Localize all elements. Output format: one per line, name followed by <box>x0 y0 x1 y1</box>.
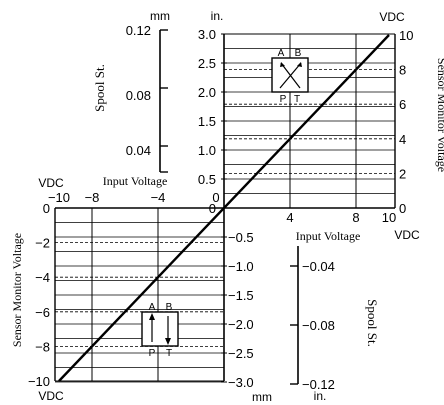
valve-upper-port-p: P <box>280 94 287 105</box>
in-tick-neg-0: −0.5 <box>228 230 254 245</box>
valve-upper-port-b: B <box>295 48 302 59</box>
in-tick-pos-1: 2.5 <box>198 56 216 71</box>
spool-tick-pos-1: 0.08 <box>126 88 151 103</box>
spool-stroke-label-lower: Spool St. <box>365 299 380 347</box>
y-axis-label-left: Sensor Monitor Voltage <box>10 233 24 347</box>
valve-lower-port-b: B <box>166 302 173 313</box>
valve-lower-port-t: T <box>166 348 172 359</box>
unit-in-top: in. <box>211 9 224 23</box>
in-tick-pos-6: 0 <box>209 201 216 216</box>
in-tick-pos-4: 1.0 <box>198 143 216 158</box>
valve-lower-port-p: P <box>149 348 156 359</box>
spool-tick-pos-0: 0.12 <box>126 23 151 38</box>
spool-tick-pos-2: 0.04 <box>126 143 151 158</box>
unit-vdc-top-right: VDC <box>379 10 405 24</box>
valve-upper-port-t: T <box>294 94 300 105</box>
x-tick-pos-0: 4 <box>286 210 293 225</box>
y-tick-right-5: 0 <box>399 201 406 216</box>
y-tick-left-5: −10 <box>28 374 50 389</box>
unit-mm-top: mm <box>150 9 170 23</box>
in-tick-neg-4: −2.5 <box>228 346 254 361</box>
unit-vdc-left-top: VDC <box>38 176 64 190</box>
y-tick-left-2: −4 <box>35 270 50 285</box>
unit-mm-bottom: mm <box>252 390 272 404</box>
characteristic-line <box>58 34 390 382</box>
x-axis-label-upper: Input Voltage <box>103 174 168 188</box>
spool-tick-neg-0: −0.04 <box>302 259 335 274</box>
spool-tick-neg-1: −0.08 <box>302 318 335 333</box>
y-tick-left-3: −6 <box>35 305 50 320</box>
y-tick-left-1: −2 <box>35 236 50 251</box>
in-tick-pos-5: 0.5 <box>198 172 216 187</box>
y-axis-label-right: Sensor Monitor Voltage <box>435 58 444 172</box>
in-tick-pos-2: 2.0 <box>198 85 216 100</box>
x-tick-neg-1: −8 <box>85 190 100 205</box>
in-tick-pos-3: 1.5 <box>198 114 216 129</box>
in-tick-pos-0: 3.0 <box>198 27 216 42</box>
x-tick-pos-1: 8 <box>352 210 359 225</box>
x-tick-neg-0: −10 <box>48 190 70 205</box>
spool-tick-neg-2: −0.12 <box>302 377 335 392</box>
y-tick-left-4: −8 <box>35 339 50 354</box>
y-tick-left-0: 0 <box>43 201 50 216</box>
x-tick-pos-2: 10 <box>382 210 396 225</box>
unit-in-bottom: in. <box>314 389 327 403</box>
y-tick-right-4: 2 <box>399 166 406 181</box>
in-tick-neg-5: −3.0 <box>228 375 254 390</box>
y-tick-right-2: 6 <box>399 97 406 112</box>
x-tick-neg-2: −4 <box>151 190 166 205</box>
in-tick-neg-3: −2.0 <box>228 317 254 332</box>
valve-symbol-upper: A B P T <box>271 48 309 105</box>
valve-upper-port-a: A <box>278 48 285 59</box>
unit-vdc-bottom-left: VDC <box>38 389 64 403</box>
valve-lower-port-a: A <box>149 302 156 313</box>
in-tick-neg-1: −1.0 <box>228 259 254 274</box>
spool-stroke-label-upper: Spool St. <box>92 64 107 112</box>
x-tick-neg-3: 0 <box>212 190 219 205</box>
x-axis-label-lower: Input Voltage <box>296 229 361 243</box>
unit-vdc-right-bottom: VDC <box>394 228 420 242</box>
y-tick-right-1: 8 <box>399 63 406 78</box>
y-tick-right-0: 10 <box>399 28 413 43</box>
y-tick-right-3: 4 <box>399 132 406 147</box>
valve-symbol-lower: A B P T <box>141 302 179 359</box>
in-tick-neg-2: −1.5 <box>228 288 254 303</box>
